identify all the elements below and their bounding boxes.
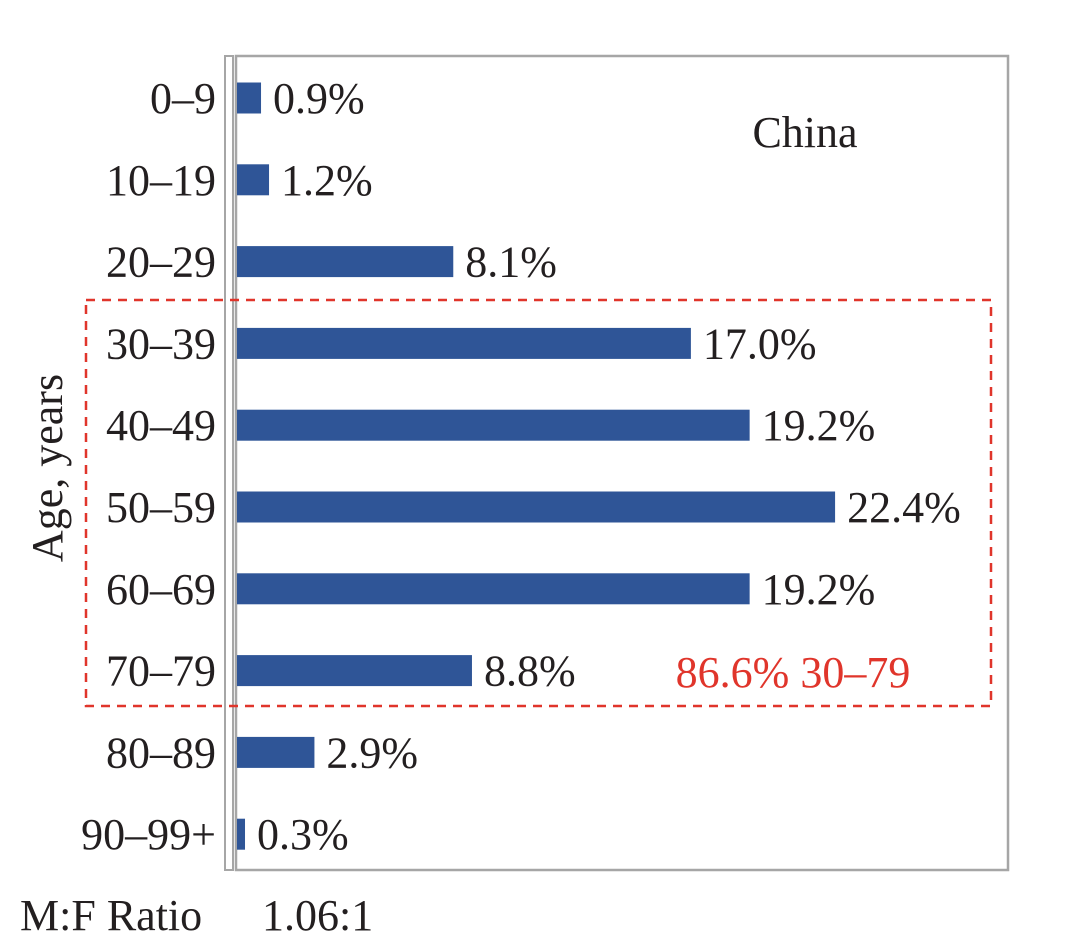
category-label: 10–19 [106, 156, 216, 205]
category-label: 0–9 [150, 74, 216, 123]
bar [237, 655, 472, 687]
bar-value-label: 8.8% [484, 647, 576, 696]
bar-value-label: 0.9% [273, 74, 365, 123]
bar [237, 573, 750, 605]
category-label: 40–49 [106, 401, 216, 450]
bar-value-label: 22.4% [847, 483, 961, 532]
bar-value-label: 8.1% [465, 238, 557, 287]
highlight-box [84, 298, 993, 708]
highlight-label: 86.6% 30–79 [676, 648, 911, 697]
category-label: 30–39 [106, 319, 216, 368]
category-label: 80–89 [106, 728, 216, 777]
bar-value-label: 2.9% [326, 728, 418, 777]
bar-value-label: 19.2% [762, 401, 876, 450]
bar [237, 818, 246, 850]
bar [237, 82, 262, 114]
category-label: 60–69 [106, 565, 216, 614]
footer-label: M:F Ratio [20, 891, 202, 940]
category-label: 90–99+ [81, 810, 216, 859]
footer-value: 1.06:1 [262, 891, 373, 940]
bar [237, 491, 836, 523]
bar [237, 327, 691, 359]
bar-value-label: 19.2% [762, 565, 876, 614]
category-label: 50–59 [106, 483, 216, 532]
plot-frame [234, 54, 1010, 872]
axis-strip [224, 55, 234, 871]
bar [237, 409, 750, 441]
bar-value-label: 1.2% [281, 156, 373, 205]
category-label: 20–29 [106, 238, 216, 287]
bars-group: 0–9 0.9% 10–19 1.2% 20–29 8.1% 30–39 17.0% 40–49… [81, 74, 961, 859]
bar-value-label: 0.3% [257, 810, 349, 859]
category-label: 70–79 [106, 647, 216, 696]
chart-title: China [752, 108, 857, 157]
y-axis-label: Age, years [23, 374, 72, 562]
bar-value-label: 17.0% [703, 319, 817, 368]
bar [237, 164, 270, 196]
bar [237, 736, 315, 768]
bar [237, 246, 454, 278]
